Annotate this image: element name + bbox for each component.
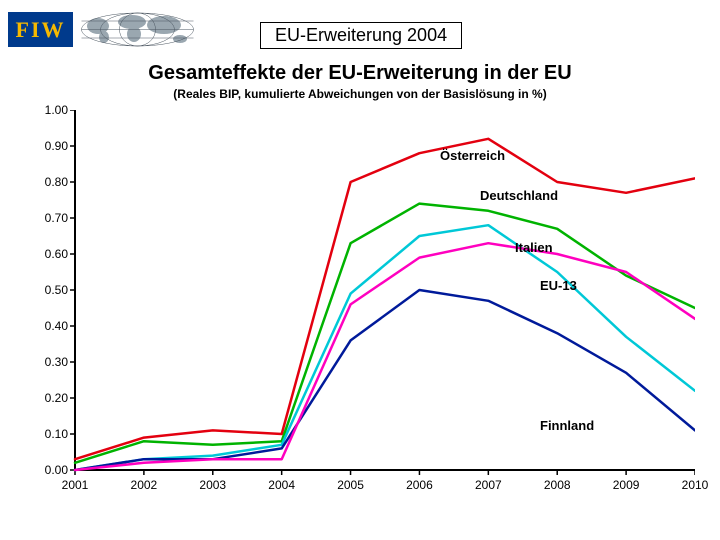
series-label: EU-13 [540, 278, 577, 293]
series-label: Italien [515, 240, 553, 255]
y-axis-tick-label: 0.00 [30, 463, 68, 477]
x-axis-tick-label: 2005 [326, 478, 376, 492]
chart-title-area: Gesamteffekte der EU-Erweiterung in der … [0, 62, 720, 101]
x-axis-tick-label: 2006 [394, 478, 444, 492]
y-axis-tick-label: 0.20 [30, 391, 68, 405]
series-label: Deutschland [480, 188, 558, 203]
y-axis-tick-label: 1.00 [30, 103, 68, 117]
y-axis-tick-label: 0.10 [30, 427, 68, 441]
y-axis-tick-label: 0.50 [30, 283, 68, 297]
series-label: Finnland [540, 418, 594, 433]
chart-title: Gesamteffekte der EU-Erweiterung in der … [0, 62, 720, 85]
logo-text: FIW [16, 17, 66, 43]
x-axis-tick-label: 2003 [188, 478, 238, 492]
y-axis-tick-label: 0.40 [30, 319, 68, 333]
chart-area: 0.00 0.10 0.20 0.30 0.40 0.50 0.60 0.70 0.80 0.90… [30, 110, 695, 500]
series-label: Österreich [440, 148, 505, 163]
line-chart-svg [69, 110, 695, 480]
page-root: FIW EU-Erweiterung 2004 Ges [0, 0, 720, 540]
x-axis-tick-label: 2008 [532, 478, 582, 492]
x-axis-tick-label: 2004 [257, 478, 307, 492]
chart-subtitle: (Reales BIP, kumulierte Abweichungen von… [0, 87, 720, 101]
x-axis-tick-label: 2009 [601, 478, 651, 492]
y-axis-tick-label: 0.60 [30, 247, 68, 261]
x-axis-tick-label: 2007 [463, 478, 513, 492]
y-axis-tick-label: 0.30 [30, 355, 68, 369]
y-axis-tick-label: 0.80 [30, 175, 68, 189]
x-axis-tick-label: 2001 [50, 478, 100, 492]
y-axis-tick-label: 0.70 [30, 211, 68, 225]
x-axis-tick-label: 2002 [119, 478, 169, 492]
header: FIW EU-Erweiterung 2004 [0, 0, 720, 55]
logo-block: FIW [8, 12, 73, 47]
header-title-box: EU-Erweiterung 2004 [260, 22, 462, 49]
x-axis-tick-label: 2010 [670, 478, 720, 492]
world-map-icon [80, 12, 195, 47]
y-axis-tick-label: 0.90 [30, 139, 68, 153]
